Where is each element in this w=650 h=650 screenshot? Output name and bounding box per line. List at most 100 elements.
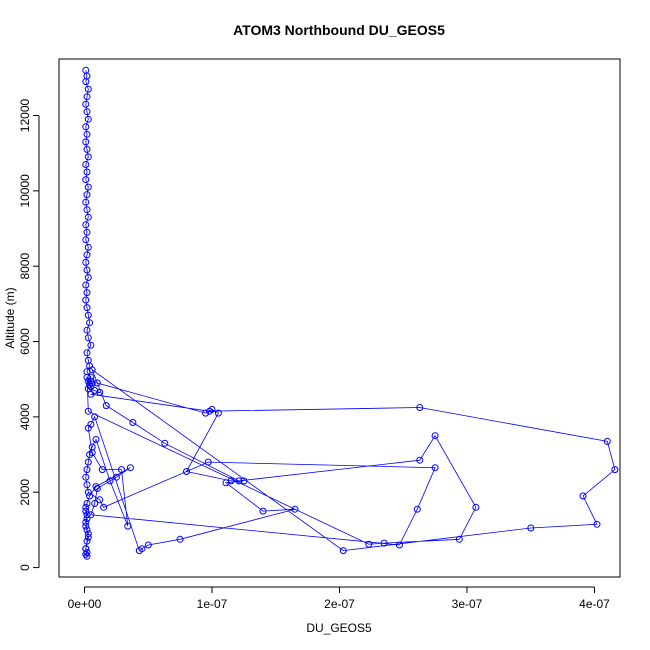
data-point [472, 503, 480, 511]
data-point [82, 138, 90, 146]
data-point [124, 522, 132, 530]
data-point [84, 385, 92, 393]
y-tick-label: 4000 [18, 403, 32, 430]
y-tick-label: 2000 [18, 479, 32, 506]
data-point [380, 539, 388, 547]
data-point [84, 243, 92, 251]
data-point [214, 409, 222, 417]
data-point [593, 520, 601, 528]
data-point [83, 206, 91, 214]
data-point [183, 468, 190, 475]
data-point [83, 481, 91, 489]
data-point [82, 78, 90, 86]
data-point [91, 500, 99, 507]
data-point [84, 274, 92, 281]
data-point [87, 511, 95, 519]
x-axis-label: DU_GEOS5 [306, 621, 372, 635]
data-point [222, 479, 230, 487]
data-point [611, 466, 619, 474]
data-point [82, 100, 90, 108]
data-point [208, 405, 216, 413]
data-point [84, 311, 92, 319]
data-point [83, 266, 91, 274]
data-point [86, 492, 94, 500]
data-point [84, 424, 92, 432]
data-point [83, 93, 91, 101]
data-point [96, 496, 104, 504]
y-tick-label: 0 [18, 564, 32, 571]
data-point [339, 547, 347, 555]
data-point [82, 236, 90, 244]
data-point [87, 390, 95, 398]
data-point [83, 145, 91, 153]
data-point [82, 123, 90, 131]
data-point [83, 537, 91, 545]
data-point [82, 518, 90, 526]
data-point [118, 466, 125, 474]
data-point [91, 413, 99, 421]
series-layer [82, 66, 619, 560]
data-point [82, 258, 90, 266]
data-point [83, 373, 91, 381]
data-point [82, 176, 90, 184]
data-point [579, 492, 587, 500]
data-point [87, 377, 95, 385]
data-point [96, 388, 104, 396]
x-tick-label: 1e-07 [197, 597, 228, 611]
y-tick-label: 12000 [18, 99, 32, 133]
data-point [84, 85, 92, 93]
data-point [82, 522, 90, 530]
data-point [176, 535, 184, 543]
y-axis-label: Altitude (m) [3, 287, 17, 348]
data-point [86, 451, 94, 459]
data-point [106, 477, 114, 485]
data-point [83, 326, 91, 334]
data-point [82, 545, 90, 553]
data-point [84, 183, 92, 191]
data-point [82, 507, 90, 515]
plot-area-frame [58, 58, 621, 578]
data-point [92, 483, 100, 491]
data-point [431, 464, 439, 472]
data-point [84, 458, 92, 466]
data-point [413, 505, 421, 513]
data-point [204, 458, 212, 466]
y-tick-label: 6000 [18, 328, 32, 355]
data-point [82, 281, 90, 289]
x-tick-label: 0e+00 [68, 597, 102, 611]
data-point [365, 540, 373, 548]
data-point [87, 341, 95, 349]
data-point [86, 381, 94, 389]
data-point [291, 505, 299, 513]
data-point [84, 153, 92, 161]
data-point [83, 349, 91, 357]
data-point [235, 477, 243, 485]
data-point [112, 473, 120, 481]
x-axis: 0e+00 1e-07 2e-07 3e-07 4e-07 [68, 586, 610, 611]
data-point [88, 443, 96, 451]
data-point [82, 221, 90, 229]
data-point [98, 466, 106, 474]
data-point [86, 319, 94, 327]
data-point [82, 161, 90, 168]
data-point [83, 168, 91, 176]
data-point [83, 228, 91, 236]
x-tick-label: 2e-07 [324, 597, 355, 611]
data-point [83, 251, 91, 259]
data-point [83, 108, 91, 116]
data-point [82, 503, 90, 511]
data-point [83, 526, 91, 534]
data-point [93, 485, 101, 492]
y-tick-label: 8000 [18, 253, 32, 280]
data-point [84, 530, 92, 538]
data-point [83, 552, 91, 560]
data-point [100, 503, 108, 511]
y-tick-label: 10000 [18, 174, 32, 208]
data-point [82, 473, 90, 481]
data-point [395, 541, 403, 549]
x-tick-label: 4e-07 [579, 597, 610, 611]
y-axis: 0 2000 4000 6000 8000 10000 12000 [18, 99, 40, 571]
data-point [82, 198, 90, 206]
